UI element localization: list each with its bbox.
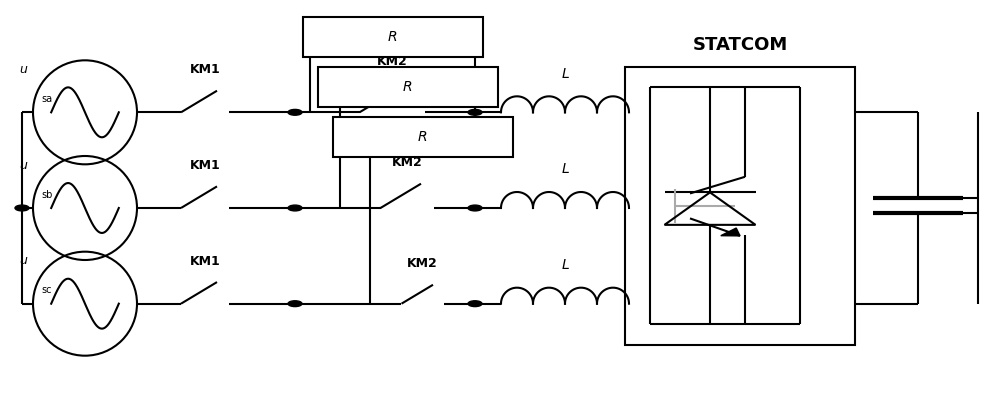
Circle shape [15,205,29,211]
Text: sb: sb [41,190,52,200]
Text: STATCOM: STATCOM [692,36,788,54]
Bar [332,117,512,157]
Text: $L$: $L$ [561,162,569,176]
Text: KM1: KM1 [190,255,220,267]
Text: KM2: KM2 [407,257,438,270]
Circle shape [288,109,302,115]
Text: $L$: $L$ [561,258,569,272]
Circle shape [468,205,482,211]
Text: KM1: KM1 [190,63,220,76]
Circle shape [288,301,302,307]
Text: sc: sc [41,285,52,295]
Text: KM1: KM1 [190,159,220,172]
Text: $R$: $R$ [417,130,428,144]
Bar [625,67,855,345]
Polygon shape [721,228,740,236]
Circle shape [468,109,482,115]
Text: $R$: $R$ [402,80,413,94]
Text: KM2: KM2 [392,156,423,169]
Circle shape [468,301,482,307]
Text: $u$: $u$ [19,254,28,267]
Text: $u$: $u$ [19,158,28,171]
Text: $L$: $L$ [561,67,569,81]
Text: sa: sa [41,94,52,104]
Text: $u$: $u$ [19,63,28,76]
Text: KM2: KM2 [377,55,408,68]
Bar [318,67,498,107]
Bar [302,17,482,57]
Text: $R$: $R$ [387,30,398,45]
Circle shape [288,205,302,211]
